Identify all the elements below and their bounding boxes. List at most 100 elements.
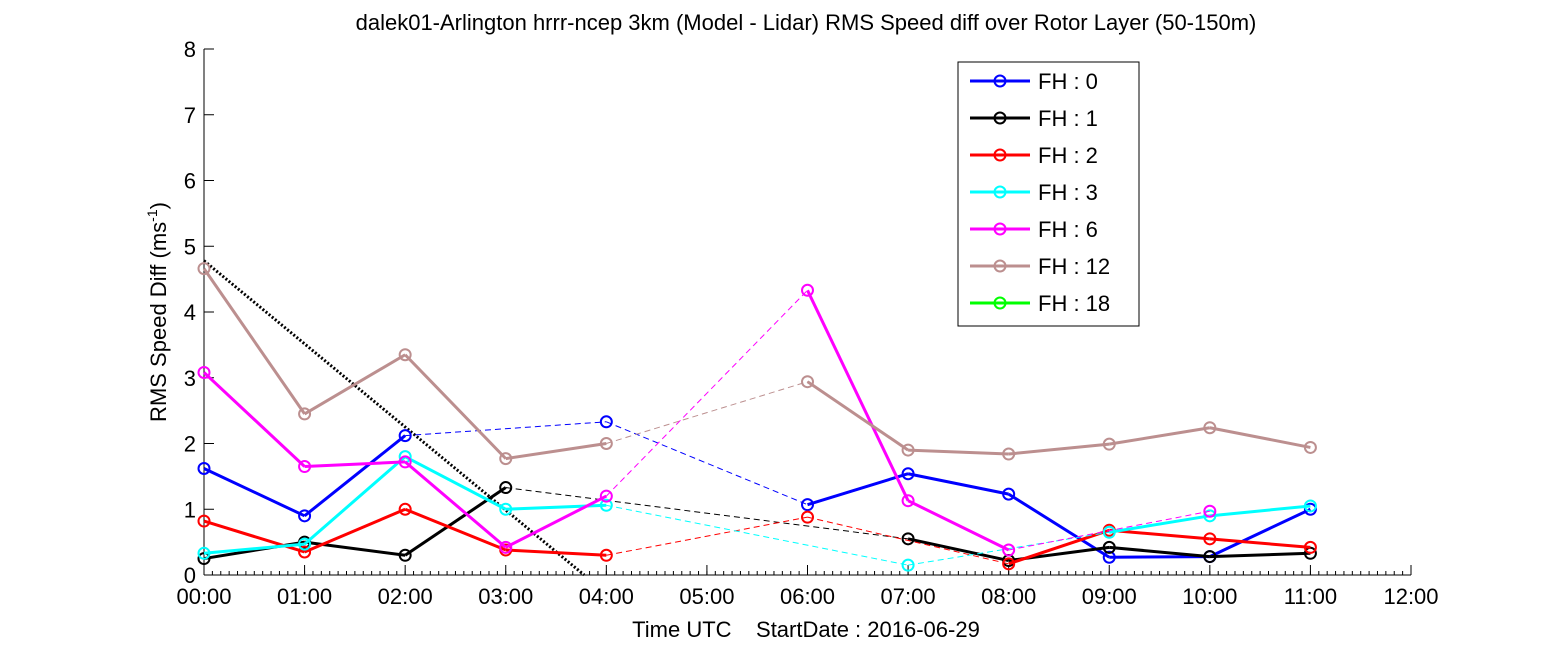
axes: 00:00 01:00 02:00 03:00 04:00 05:00 06:00 07:00… (176, 37, 1438, 609)
y-tick-label: 2 (184, 432, 196, 457)
data-point (599, 415, 613, 429)
series-line-segment (303, 353, 406, 416)
data-point (599, 437, 613, 450)
data-point (298, 509, 312, 523)
data-point (197, 514, 211, 528)
y-tick-label: 8 (184, 37, 196, 62)
legend-label: FH : 0 (1038, 69, 1098, 94)
data-point (1203, 509, 1217, 523)
series-line-segment (1209, 551, 1311, 559)
series-gap-segment (606, 381, 808, 444)
x-tick-label: 08:00 (981, 584, 1036, 609)
legend-box (957, 61, 1140, 327)
data-point (1002, 543, 1016, 557)
y-axis-label: RMS Speed Diff (ms-1) (144, 202, 171, 422)
y-axis-label-main: RMS Speed Diff (ms (146, 222, 171, 422)
y-tick-label: 7 (184, 103, 196, 128)
legend-marker (993, 74, 1007, 88)
series-line-segment (907, 472, 1009, 496)
series-line-segment (1007, 492, 1111, 559)
x-tick-label: 07:00 (881, 584, 936, 609)
data-point (1002, 447, 1016, 461)
data-point (1102, 437, 1116, 451)
series-line-segment (304, 460, 406, 469)
data-point (599, 498, 613, 512)
series-gap-segment (606, 421, 808, 506)
data-point (1203, 421, 1217, 435)
data-point (1303, 546, 1317, 560)
series-line-segment (202, 267, 306, 415)
y-tick-label: 5 (184, 234, 196, 259)
series-line-segment (404, 455, 507, 511)
x-tick-label: 11:00 (1284, 584, 1337, 609)
series-line-segment (907, 499, 1010, 552)
legend-marker (993, 185, 1007, 199)
data-point (197, 461, 211, 475)
data-point (1303, 499, 1317, 513)
chart-title: dalek01-Arlington hrrr-ncep 3km (Model -… (356, 10, 1257, 35)
data-point (298, 407, 312, 421)
legend-marker (993, 222, 1007, 236)
data-point (1303, 440, 1317, 454)
data-point (1102, 550, 1116, 564)
data-point (499, 502, 513, 516)
series-gap-segment (405, 421, 607, 437)
legend-label: FH : 6 (1038, 217, 1098, 242)
data-point (1102, 525, 1116, 539)
series-line-segment (303, 434, 407, 517)
data-point (1203, 550, 1217, 564)
series-line-segment (1008, 442, 1110, 456)
legend-marker (993, 111, 1007, 125)
data-point (298, 545, 312, 559)
series-line-segment (505, 548, 607, 557)
data-point (1203, 504, 1217, 518)
data-point (801, 375, 814, 389)
series-line-segment (404, 507, 507, 552)
y-tick-label: 6 (184, 169, 196, 194)
series-line-segment (1109, 514, 1211, 534)
series-gap-segment (1008, 510, 1210, 551)
y-axis-label-superscript: -1 (144, 209, 160, 222)
data-point (599, 548, 613, 562)
data-point (901, 532, 915, 546)
data-point (1303, 540, 1317, 554)
data-point (901, 558, 915, 572)
series-line-segment (203, 542, 305, 555)
series-line-segment (1209, 507, 1312, 558)
data-point (398, 548, 412, 562)
data-point (197, 546, 211, 560)
series-gap-segment (605, 289, 808, 497)
series-line-segment (1109, 426, 1211, 446)
series-line-segment (303, 455, 407, 546)
series-gap-segment (807, 516, 1009, 565)
series-line-segment (1109, 528, 1210, 541)
x-tick-label: 03:00 (478, 584, 533, 609)
data-point (901, 467, 915, 481)
series-line-segment (1008, 528, 1110, 566)
data-point (801, 498, 814, 512)
legend: FH : 0 FH : 1 FH : 2 FH : 3 FH : 6 FH : 12 FH … (957, 61, 1140, 327)
series-line-segment (404, 460, 507, 549)
data-point (901, 443, 915, 457)
series-line-segment (1209, 537, 1311, 549)
data-point (801, 510, 814, 524)
series-line-segment (505, 442, 607, 461)
series-gap-segment (606, 504, 909, 566)
data-point (398, 455, 412, 469)
series-line-segment (807, 472, 909, 507)
y-tick-label: 4 (184, 300, 196, 325)
series-lines (197, 259, 1317, 577)
data-point (599, 489, 613, 503)
x-tick-label: 05:00 (679, 584, 734, 609)
data-point (398, 348, 412, 362)
series-line-segment (404, 353, 507, 460)
series-line-segment (806, 380, 909, 452)
legend-label: FH : 3 (1038, 180, 1098, 205)
x-tick-label: 01:00 (277, 584, 332, 609)
data-point (1102, 540, 1116, 554)
series-line-segment (202, 371, 306, 468)
legend-label: FH : 1 (1038, 106, 1098, 131)
data-point (801, 283, 814, 297)
series-line-segment (203, 467, 306, 518)
